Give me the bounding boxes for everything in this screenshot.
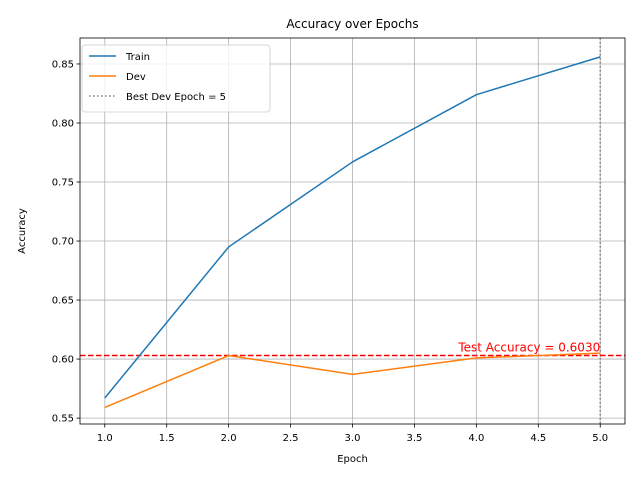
x-axis-label: Epoch (337, 454, 368, 465)
reference-lines-layer (80, 38, 625, 424)
legend-label: Train (125, 52, 150, 63)
series-layer (104, 56, 601, 409)
legend-label: Dev (126, 72, 146, 83)
x-tick-label: 2.5 (283, 433, 299, 444)
legend-label: Best Dev Epoch = 5 (126, 92, 226, 103)
x-tick-label: 5.0 (592, 433, 608, 444)
x-tick-label: 3.0 (345, 433, 361, 444)
y-tick-label: 0.55 (52, 414, 74, 425)
chart-title: Accuracy over Epochs (286, 17, 418, 31)
legend-box (81, 44, 271, 113)
x-tick-label: 2.0 (221, 433, 237, 444)
y-tick-label: 0.75 (52, 178, 74, 189)
y-tick-label: 0.70 (52, 237, 74, 248)
legend: Train Dev Best Dev Epoch = 5 (81, 44, 271, 113)
tick-layer: 1.0 1.5 2.0 2.5 3.0 3.5 4.0 4.5 5.0 0.55 0.60 0.65 0… (52, 60, 608, 444)
y-tick-label: 0.65 (52, 296, 74, 307)
x-tick-label: 1.5 (159, 433, 175, 444)
y-tick-label: 0.60 (52, 355, 74, 366)
test-accuracy-annotation: Test Accuracy = 0.6030 (457, 341, 600, 355)
series-line-train (104, 56, 601, 399)
y-tick-label: 0.85 (52, 60, 74, 71)
y-axis-label: Accuracy (17, 208, 28, 254)
y-tick-label: 0.80 (52, 119, 74, 130)
x-tick-label: 1.0 (97, 433, 113, 444)
x-tick-label: 3.5 (406, 433, 422, 444)
series-line-dev (104, 352, 601, 409)
x-tick-label: 4.0 (468, 433, 484, 444)
x-tick-label: 4.5 (530, 433, 546, 444)
